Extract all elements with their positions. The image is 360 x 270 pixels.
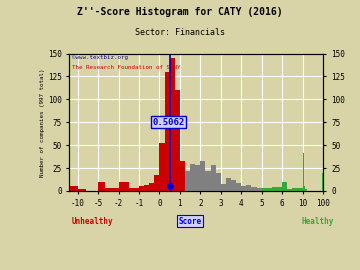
Bar xyxy=(304,186,305,191)
Bar xyxy=(216,173,221,191)
Bar xyxy=(129,188,139,191)
Bar xyxy=(69,186,78,191)
Bar xyxy=(272,187,282,191)
Bar xyxy=(185,171,190,191)
Bar xyxy=(170,58,175,191)
Text: ©www.textbiz.org: ©www.textbiz.org xyxy=(72,55,127,60)
Bar xyxy=(211,165,216,191)
Bar xyxy=(154,176,159,191)
Bar xyxy=(139,186,144,191)
Bar xyxy=(322,173,324,191)
Bar xyxy=(105,188,112,191)
Text: The Research Foundation of SUNY: The Research Foundation of SUNY xyxy=(72,65,180,70)
Bar xyxy=(231,180,236,191)
Y-axis label: Number of companies (997 total): Number of companies (997 total) xyxy=(40,68,45,177)
Bar xyxy=(226,178,231,191)
Bar xyxy=(112,188,118,191)
Bar xyxy=(180,161,185,191)
Bar xyxy=(175,90,180,191)
Bar xyxy=(252,187,257,191)
Text: Unhealthy: Unhealthy xyxy=(71,217,113,226)
Bar xyxy=(118,182,129,191)
Bar xyxy=(165,72,170,191)
Bar xyxy=(236,183,241,191)
Text: 0.5062: 0.5062 xyxy=(152,118,185,127)
Bar xyxy=(201,161,206,191)
Bar xyxy=(190,164,195,191)
Bar xyxy=(305,189,307,191)
Bar xyxy=(159,143,165,191)
Text: Sector: Financials: Sector: Financials xyxy=(135,28,225,37)
Bar xyxy=(257,188,262,191)
Bar xyxy=(78,189,86,191)
Bar xyxy=(262,188,272,191)
Bar xyxy=(246,185,252,191)
Bar xyxy=(206,171,211,191)
Bar xyxy=(282,182,287,191)
Bar xyxy=(98,182,105,191)
Bar xyxy=(241,186,246,191)
Bar xyxy=(292,188,303,191)
Text: Healthy: Healthy xyxy=(301,217,333,226)
Bar xyxy=(303,153,304,191)
Bar xyxy=(149,183,154,191)
Bar xyxy=(144,185,149,191)
Bar xyxy=(287,189,292,191)
Bar xyxy=(195,165,201,191)
Text: Score: Score xyxy=(179,217,202,226)
Bar xyxy=(221,184,226,191)
Text: Z''-Score Histogram for CATY (2016): Z''-Score Histogram for CATY (2016) xyxy=(77,7,283,17)
